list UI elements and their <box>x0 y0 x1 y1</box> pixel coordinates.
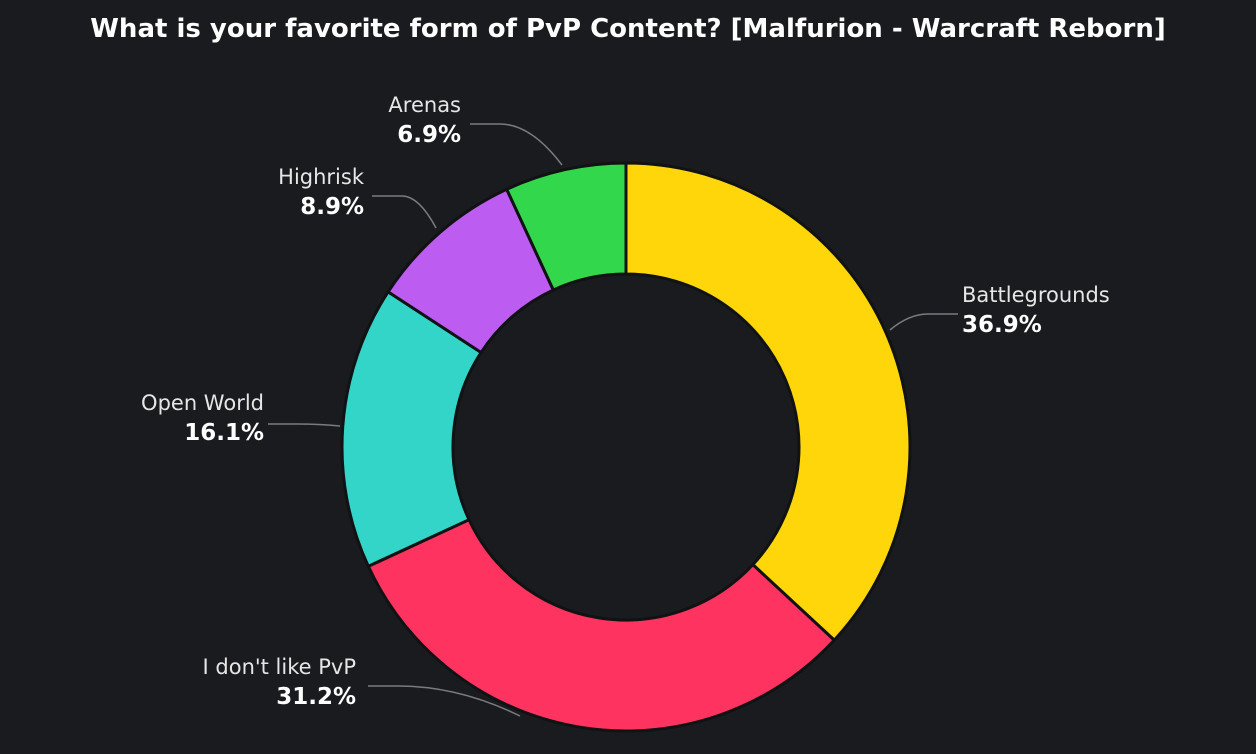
slice-label: Arenas <box>388 93 461 117</box>
slice-value: 6.9% <box>397 122 461 148</box>
slice-battlegrounds <box>624 161 912 643</box>
slice-label: I don't like PvP <box>202 655 356 679</box>
leader-line <box>470 123 563 166</box>
slice-label: Open World <box>141 391 264 415</box>
slice-label: Highrisk <box>278 165 364 189</box>
slice-value: 16.1% <box>184 420 264 446</box>
slice-i-don-t-like-pvp <box>366 517 837 733</box>
leader-line <box>889 313 958 331</box>
leader-line <box>268 423 341 427</box>
chart-title: What is your favorite form of PvP Conten… <box>90 14 1166 44</box>
label-arenas: Arenas 6.9% <box>388 90 461 150</box>
slice-open-world <box>340 289 484 569</box>
label-open-world: Open World 16.1% <box>141 388 264 448</box>
leader-line <box>368 685 521 717</box>
slice-value: 31.2% <box>276 684 356 710</box>
label-highrisk: Highrisk 8.9% <box>278 162 364 222</box>
slice-value: 36.9% <box>962 312 1042 338</box>
label-battlegrounds: Battlegrounds 36.9% <box>962 280 1110 340</box>
slice-arenas <box>504 161 628 292</box>
slice-label: Battlegrounds <box>962 283 1110 307</box>
leader-line <box>372 195 437 229</box>
slice-value: 8.9% <box>300 194 364 220</box>
label-dont-like-pvp: I don't like PvP 31.2% <box>203 652 356 712</box>
